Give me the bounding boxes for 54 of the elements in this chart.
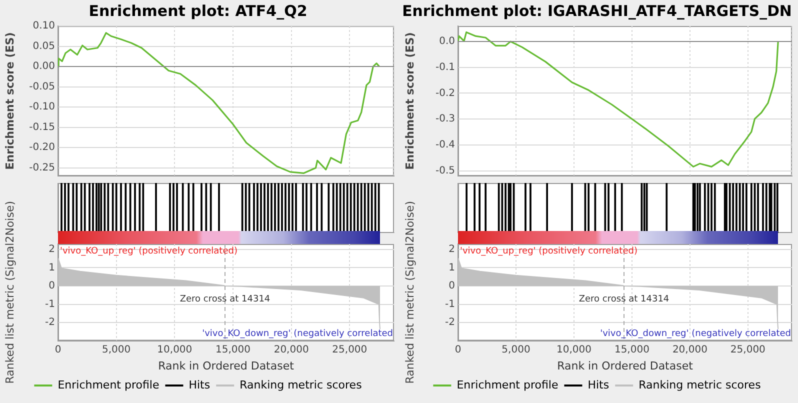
ref-line-label: Zero cross at 14314 (180, 294, 270, 304)
annotation: 'vivo_KO_down_reg' (negatively correlated (202, 329, 393, 340)
legend-label: Ranking metric scores (638, 378, 762, 392)
x-tick-label: 5,000 (102, 344, 131, 356)
y-tick-label: 1 (48, 262, 55, 274)
y-axis-title: Ranked list metric (Signal2Noise) (3, 201, 16, 384)
y-axis-title: Ranked list metric (Signal2Noise) (403, 201, 416, 384)
y-axis-title: Enrichment score (ES) (3, 32, 16, 170)
y-tick-label: -1 (45, 298, 55, 310)
legend-label: Ranking metric scores (240, 378, 362, 392)
y-tick-label: -0.3 (435, 114, 455, 125)
text: Hits (188, 378, 210, 392)
y-tick-label: 2 (48, 244, 55, 256)
x-tick-label: 15,000 (216, 344, 250, 356)
ref-line-label: Zero cross at 14314 (578, 294, 670, 304)
annotation: 'vivo_KO_up_reg' (positively correlated) (460, 246, 638, 256)
text: Enrichment profile (456, 378, 558, 392)
y-tick-label: 0 (48, 280, 55, 292)
y-tick-label: -0.4 (435, 140, 455, 151)
y-tick-label: -1 (445, 298, 455, 310)
y-tick-label: -0.10 (29, 102, 55, 113)
y-tick-label: -2 (445, 317, 455, 328)
x-tick-label: 10,000 (556, 344, 592, 356)
y-tick-label: -0.1 (435, 62, 455, 73)
x-tick-label: 20,000 (274, 344, 309, 356)
y-tick-label: 0 (448, 280, 455, 292)
y-tick-label: 0.00 (32, 61, 55, 72)
annotation: 'vivo_KO_down_reg' (negatively correlated (600, 329, 791, 340)
text: Enrichment profile (58, 378, 160, 392)
y-axis-title: Enrichment score (ES) (403, 32, 416, 170)
x-tick-label: 25,000 (730, 344, 766, 356)
y-tick-label: 0.10 (32, 20, 55, 32)
x-axis-title: Rank in Ordered Dataset (158, 359, 295, 372)
y-tick-label: 2 (448, 244, 455, 256)
y-tick-label: -0.5 (435, 165, 455, 176)
y-tick-label: 0.05 (32, 40, 55, 52)
y-tick-label: -0.25 (29, 162, 55, 174)
y-tick-label: -2 (45, 317, 55, 328)
x-tick-label: 20,000 (672, 344, 708, 356)
chart-title: Enrichment plot: ATF4_Q2 (88, 2, 308, 20)
y-tick-label: -0.20 (29, 142, 55, 154)
x-tick-label: 10,000 (157, 344, 192, 356)
y-tick-label: 0.0 (439, 36, 455, 48)
chart-title: Enrichment plot: IGARASHI_ATF4_TARGETS_DN (402, 2, 792, 20)
y-tick-label: 1 (448, 262, 455, 274)
y-tick-label: -0.15 (29, 122, 55, 133)
annotation: 'vivo_KO_up_reg' (positively correlated) (60, 246, 238, 256)
x-tick-label: 5,000 (502, 344, 530, 356)
x-axis-title: Rank in Ordered Dataset (557, 359, 694, 372)
x-tick-label: 15,000 (614, 344, 650, 356)
y-tick-label: -0.05 (29, 81, 55, 92)
y-tick-label: -0.2 (435, 88, 455, 99)
text: Hits (588, 378, 610, 392)
x-tick-label: 25,000 (332, 344, 368, 356)
